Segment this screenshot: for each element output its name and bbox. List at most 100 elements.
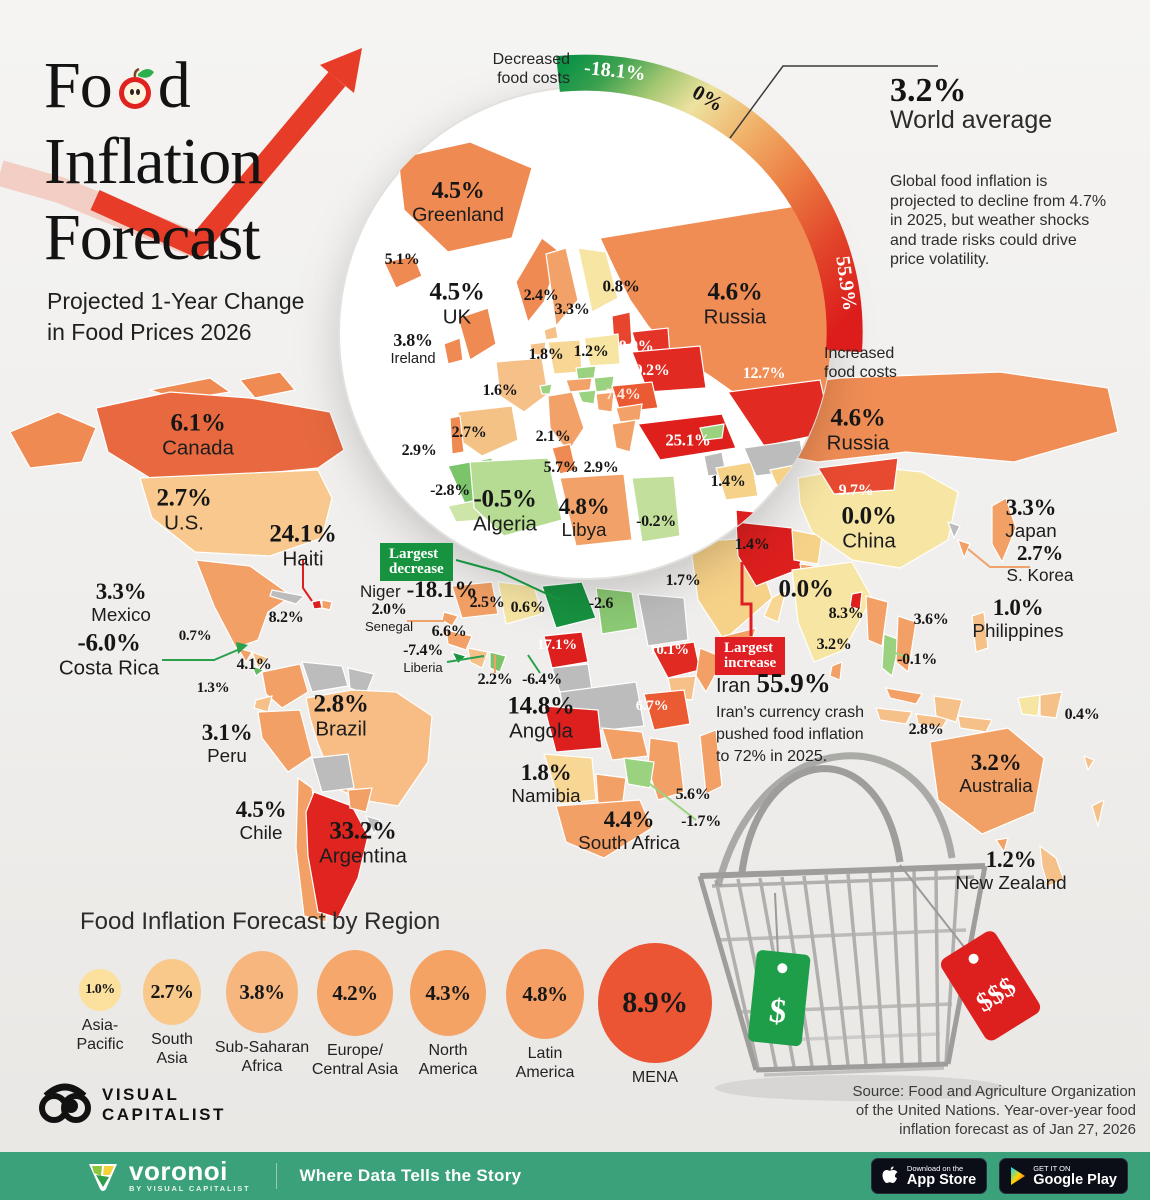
connector-lines	[162, 548, 1030, 821]
country-value: 2.9%	[583, 459, 619, 477]
country-label: -2.8%	[430, 483, 470, 499]
country-label: 12.7%	[743, 366, 786, 382]
country-label: 9.7%	[839, 483, 874, 499]
price-tag-green-icon: $	[748, 892, 811, 1047]
footer-tagline: Where Data Tells the Story	[299, 1166, 522, 1185]
country-name: Ireland	[390, 351, 436, 368]
footer-bar: voronoi BY VISUAL CAPITALIST Where Data …	[0, 1152, 1150, 1200]
country-label: 2.9%	[584, 460, 619, 476]
country-value: -2.8%	[430, 482, 470, 500]
region-bubble: 1.0% Asia- Pacific	[76, 969, 124, 1053]
largest-increase-callout: Iran 55.9%	[716, 668, 831, 699]
country-label: 25.1%	[665, 430, 711, 450]
country-name: Mexico	[91, 603, 151, 625]
region-value: 4.3%	[425, 980, 471, 1005]
country-value: 4.6%	[707, 278, 763, 306]
country-value: 10.1%	[649, 641, 689, 658]
region-bubble: 8.9% MENA	[598, 943, 712, 1086]
largest-increase-badge: Largest increase	[715, 637, 786, 675]
country-label: 4.6% Russia	[704, 280, 767, 330]
region-bubble: 2.7% South Asia	[143, 959, 201, 1067]
country-value: 2.4%	[523, 287, 559, 305]
country-value: 0.6%	[510, 599, 546, 617]
google-play-badge[interactable]: GET IT ON Google Play	[999, 1158, 1128, 1194]
country-label: 0.6%	[511, 600, 546, 616]
country-name: Namibia	[511, 784, 581, 806]
subtitle: Projected 1-Year Change in Food Prices 2…	[47, 288, 305, 345]
country-name: Japan	[1005, 519, 1057, 541]
country-label: -2.6	[589, 596, 613, 612]
country-label: 2.1%	[536, 429, 571, 445]
country-value: 2.2%	[477, 671, 513, 689]
country-label: 2.2%	[478, 672, 513, 688]
country-label: 4.4% South Africa	[578, 808, 680, 854]
country-name: China	[842, 529, 896, 553]
country-value: 1.4%	[710, 473, 746, 491]
country-value: -6.0%	[77, 629, 141, 657]
country-name: UK	[442, 305, 472, 329]
country-name: Peru	[207, 744, 247, 766]
country-label: 3.3%	[555, 302, 590, 318]
svg-text:$: $	[767, 992, 788, 1031]
country-name: Angola	[509, 719, 573, 743]
region-value: 4.2%	[332, 980, 378, 1005]
country-value: 7.4%	[605, 386, 641, 404]
country-label: 1.2% New Zealand	[955, 848, 1066, 894]
basket-icon: $ $$$	[697, 752, 1041, 1101]
source-note: Source: Food and Agriculture Organizatio…	[852, 1083, 1137, 1138]
country-value: 0.0%	[778, 575, 834, 603]
world-average-label: World average	[890, 106, 1053, 134]
world-average-value: 3.2%	[890, 72, 967, 109]
world-average-description: Global food inflation is projected to de…	[890, 173, 1107, 268]
country-value: 3.3%	[95, 578, 147, 604]
country-value: 1.7%	[665, 572, 701, 590]
country-value: 2.7%	[451, 424, 487, 442]
app-store-badge[interactable]: Download on the App Store	[870, 1158, 988, 1194]
country-label: 5.6%	[676, 787, 711, 803]
country-name: Liberia	[403, 660, 443, 676]
region-name: Sub-Saharan Africa	[214, 1039, 310, 1075]
continents	[9, 371, 1119, 923]
country-label: 1.0% Philippines	[972, 596, 1063, 642]
country-label: -6.0% Costa Rica	[59, 631, 159, 681]
region-value: 1.0%	[85, 982, 115, 997]
country-name: Algeria	[473, 512, 537, 536]
region-bubble: 4.8% Latin America	[506, 949, 584, 1081]
country-value: 1.8%	[520, 759, 572, 785]
country-value: 0.8%	[602, 276, 640, 296]
iran-note: Iran's currency crash pushed food inflat…	[716, 704, 864, 765]
country-label: 1.2%	[574, 344, 609, 360]
country-label: 1.6%	[483, 383, 518, 399]
country-label: -6.4%	[522, 672, 562, 688]
country-value: 1.6%	[482, 382, 518, 400]
country-label: 8.2%	[269, 610, 304, 626]
title-line-2: Inflation	[44, 125, 263, 198]
country-label: 10.1%	[649, 641, 689, 658]
niger-name: Niger	[360, 582, 401, 601]
country-label: 4.5% Chile	[236, 798, 287, 844]
country-label: 5.7%	[544, 460, 579, 476]
title-line-3: Forecast	[44, 201, 261, 274]
country-value: 2.1%	[535, 428, 571, 446]
visual-capitalist-logo: VISUAL CAPITALIST	[38, 1082, 226, 1128]
price-tag-red-icon: $$$	[899, 864, 1041, 1041]
country-name: Russia	[703, 305, 767, 329]
country-value: -1.7%	[681, 813, 721, 831]
country-label: 14.8% Angola	[507, 694, 575, 744]
country-value: 25.1%	[665, 430, 711, 450]
country-value: 2.7%	[156, 484, 212, 512]
country-value: 1.0%	[992, 594, 1044, 620]
region-name: Europe/ Central Asia	[311, 1042, 399, 1078]
country-label: 0.0% China	[841, 504, 896, 554]
country-label: 2.4%	[524, 288, 559, 304]
region-name: South Asia	[151, 1031, 193, 1067]
country-label: 5.1%	[385, 252, 420, 268]
country-value: -6.4%	[522, 671, 562, 689]
country-value: 4.8%	[558, 493, 610, 519]
country-label: 6.6%	[432, 624, 467, 640]
country-value: 2.5%	[469, 594, 505, 612]
apple-logo-icon	[882, 1166, 898, 1183]
country-label: 2.9%	[402, 443, 437, 459]
country-label: 0.7%	[179, 628, 212, 644]
country-value: 0.4%	[1064, 706, 1100, 724]
